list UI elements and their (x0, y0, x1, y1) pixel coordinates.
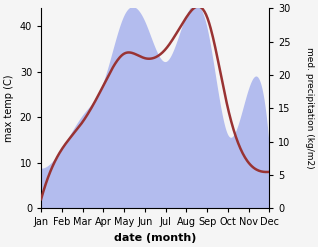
Y-axis label: max temp (C): max temp (C) (4, 74, 14, 142)
Y-axis label: med. precipitation (kg/m2): med. precipitation (kg/m2) (305, 47, 314, 169)
X-axis label: date (month): date (month) (114, 233, 197, 243)
